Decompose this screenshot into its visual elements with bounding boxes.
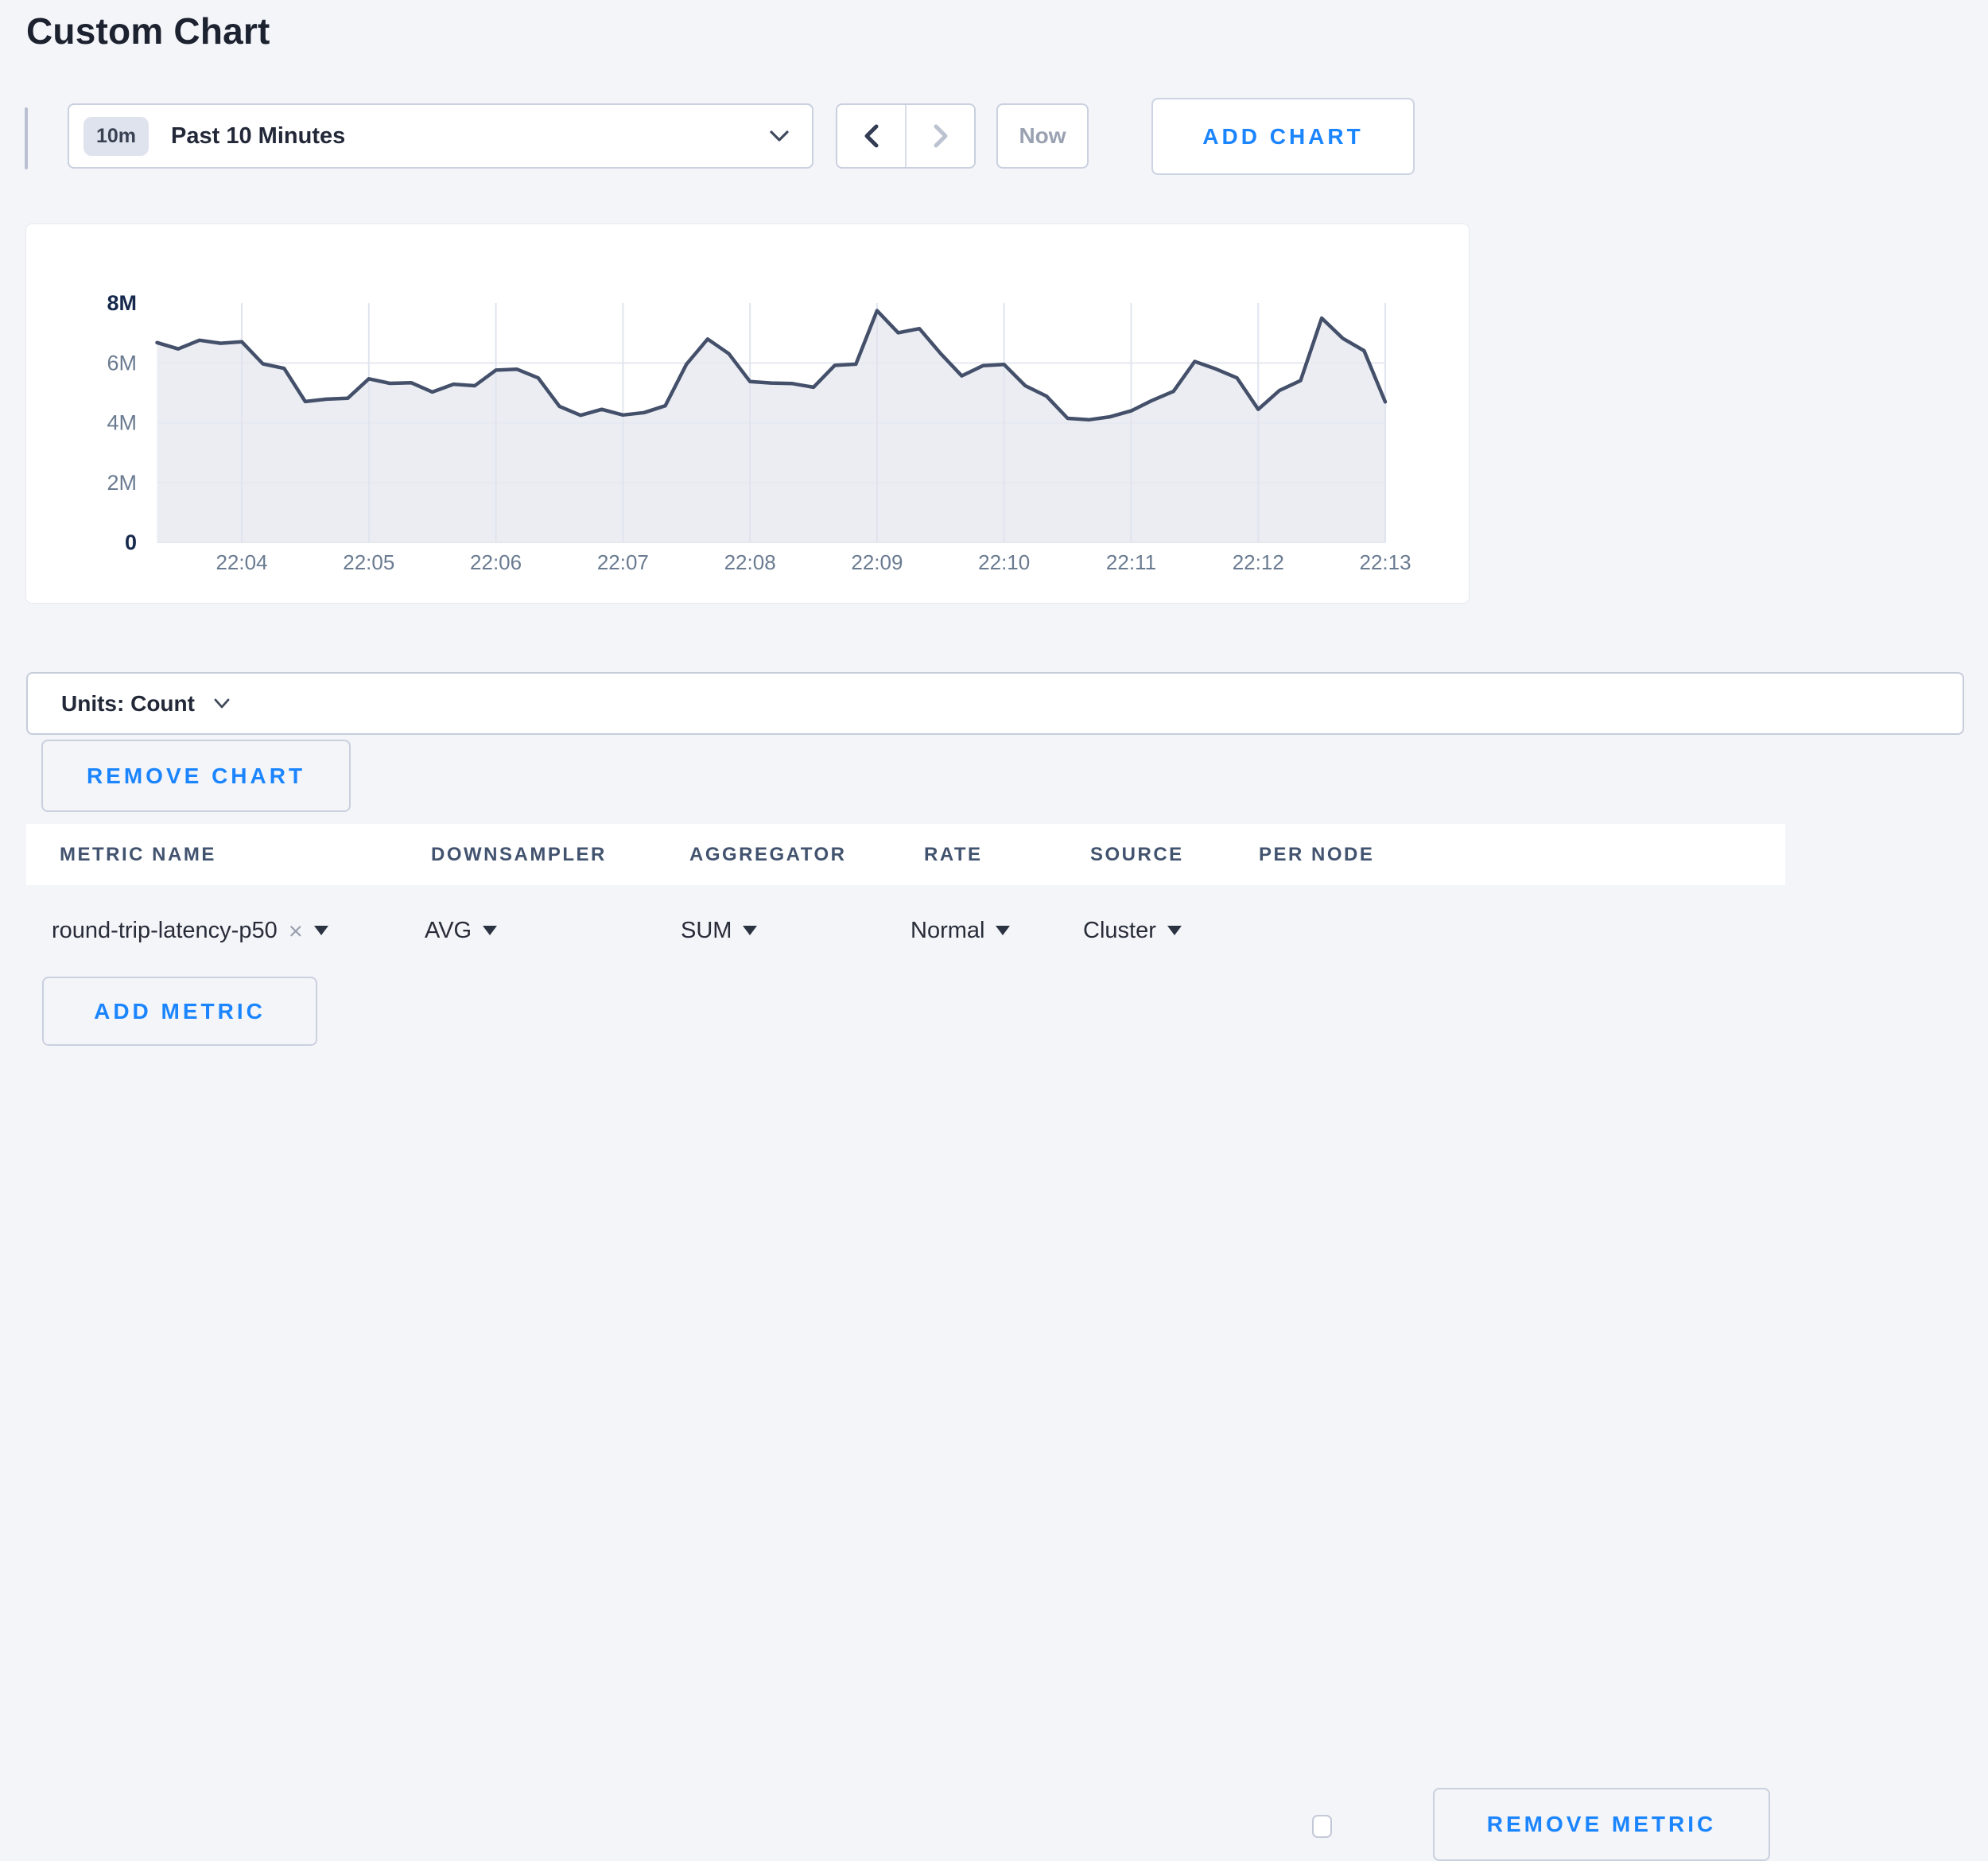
svg-text:22:07: 22:07 bbox=[597, 550, 649, 574]
downsampler-select[interactable]: AVG bbox=[425, 894, 498, 967]
svg-text:22:13: 22:13 bbox=[1360, 550, 1411, 574]
metric-name-select[interactable]: round-trip-latency-p50 × bbox=[52, 894, 328, 967]
time-range-badge: 10m bbox=[83, 116, 149, 156]
source-value: Cluster bbox=[1083, 917, 1156, 943]
svg-text:22:12: 22:12 bbox=[1233, 550, 1284, 574]
caret-down-icon bbox=[743, 926, 758, 935]
rate-select[interactable]: Normal bbox=[911, 894, 1011, 967]
column-header-downsampler: DOWNSAMPLER bbox=[431, 843, 607, 865]
add-chart-button[interactable]: ADD CHART bbox=[1151, 98, 1415, 175]
column-header-rate: RATE bbox=[924, 843, 983, 865]
remove-tag-icon[interactable]: × bbox=[288, 916, 303, 945]
svg-text:4M: 4M bbox=[107, 411, 137, 435]
remove-chart-button[interactable]: REMOVE CHART bbox=[41, 740, 351, 812]
svg-text:22:04: 22:04 bbox=[215, 550, 267, 574]
metric-name-value: round-trip-latency-p50 bbox=[52, 917, 278, 943]
svg-text:2M: 2M bbox=[107, 471, 137, 495]
remove-metric-button[interactable]: REMOVE METRIC bbox=[1433, 1788, 1770, 1861]
time-nav-group bbox=[836, 103, 976, 169]
toolbar-accent-divider bbox=[25, 107, 28, 169]
caret-down-icon bbox=[313, 926, 328, 935]
downsampler-value: AVG bbox=[425, 917, 472, 943]
column-header-source: SOURCE bbox=[1090, 843, 1184, 865]
next-time-button[interactable] bbox=[905, 105, 974, 167]
time-range-label: Past 10 Minutes bbox=[171, 122, 346, 149]
now-button[interactable]: Now bbox=[996, 103, 1089, 169]
svg-text:6M: 6M bbox=[107, 351, 137, 375]
chevron-down-icon bbox=[214, 698, 230, 709]
chevron-right-icon bbox=[934, 124, 947, 148]
table-row: round-trip-latency-p50 × AVG SUM Normal … bbox=[0, 894, 1988, 1861]
timeseries-chart: 0 2M 4M 6M 8M 22:04 22:05 22:06 22:07 22:08 22:09 2… bbox=[107, 291, 1411, 574]
prev-time-button[interactable] bbox=[837, 105, 905, 167]
caret-down-icon bbox=[1167, 926, 1182, 935]
aggregator-value: SUM bbox=[681, 917, 732, 943]
per-node-checkbox[interactable] bbox=[1312, 1815, 1332, 1838]
page-title: Custom Chart bbox=[26, 10, 270, 52]
caret-down-icon bbox=[483, 926, 498, 935]
svg-text:22:06: 22:06 bbox=[470, 550, 522, 574]
svg-text:22:09: 22:09 bbox=[851, 550, 903, 574]
svg-text:0: 0 bbox=[125, 530, 137, 554]
chart-card: 0 2M 4M 6M 8M 22:04 22:05 22:06 22:07 22:08 22:09 2… bbox=[25, 223, 1470, 604]
column-header-metric-name: METRIC NAME bbox=[60, 843, 216, 865]
add-metric-button[interactable]: ADD METRIC bbox=[42, 977, 317, 1046]
page: { "page": {"title": "Custom Chart", "bac… bbox=[0, 10, 1988, 1861]
metrics-table-header: METRIC NAME DOWNSAMPLER AGGREGATOR RATE … bbox=[26, 824, 1785, 885]
source-select[interactable]: Cluster bbox=[1083, 894, 1182, 967]
svg-text:22:05: 22:05 bbox=[343, 550, 394, 574]
time-range-select[interactable]: 10m Past 10 Minutes bbox=[68, 103, 813, 169]
svg-text:8M: 8M bbox=[107, 291, 137, 315]
svg-text:22:11: 22:11 bbox=[1106, 550, 1156, 574]
chevron-down-icon bbox=[770, 130, 789, 142]
chevron-left-icon bbox=[864, 124, 878, 148]
svg-text:22:08: 22:08 bbox=[724, 550, 776, 574]
svg-text:22:10: 22:10 bbox=[978, 550, 1030, 574]
rate-value: Normal bbox=[911, 917, 985, 943]
units-dropdown[interactable]: Units: Count bbox=[26, 672, 1964, 735]
aggregator-select[interactable]: SUM bbox=[681, 894, 758, 967]
column-header-aggregator: AGGREGATOR bbox=[689, 843, 847, 865]
caret-down-icon bbox=[996, 926, 1011, 935]
column-header-per-node: PER NODE bbox=[1259, 843, 1375, 865]
units-label: Units: Count bbox=[61, 690, 195, 716]
